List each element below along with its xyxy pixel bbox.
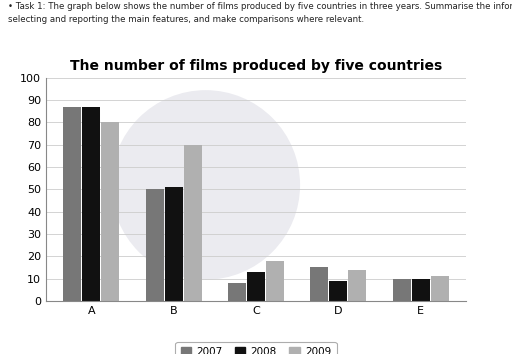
Bar [412,279,430,301]
Bar [63,107,81,301]
Bar [228,283,246,301]
Bar [101,122,119,301]
Bar [165,187,183,301]
Text: selecting and reporting the main features, and make comparisons where relevant.: selecting and reporting the main feature… [8,15,364,24]
Text: • Task 1: The graph below shows the number of films produced by five countries i: • Task 1: The graph below shows the numb… [8,2,512,11]
Legend: 2007, 2008, 2009: 2007, 2008, 2009 [176,342,336,354]
Bar [431,276,449,301]
Title: The number of films produced by five countries: The number of films produced by five cou… [70,58,442,73]
Bar [348,270,366,301]
Bar [329,281,347,301]
Bar [310,268,328,301]
Bar [184,145,202,301]
Bar [146,189,164,301]
Bar [393,279,411,301]
Ellipse shape [111,90,300,280]
Bar [247,272,265,301]
Bar [82,107,100,301]
Bar [266,261,284,301]
